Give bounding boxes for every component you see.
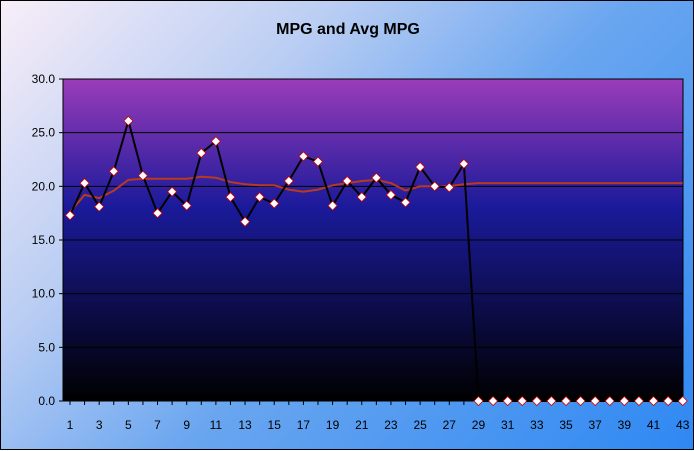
data-point xyxy=(342,175,353,187)
data-point xyxy=(356,192,367,203)
x-tick-label: 35 xyxy=(559,418,573,432)
data-point xyxy=(269,198,280,209)
y-tick-label: 10.0 xyxy=(32,287,56,301)
x-tick-label: 31 xyxy=(501,418,515,432)
data-point xyxy=(444,182,455,193)
data-point xyxy=(152,208,163,219)
x-tick-label: 15 xyxy=(268,418,282,432)
x-tick-label: 3 xyxy=(96,418,103,432)
y-tick-label: 0.0 xyxy=(38,394,55,408)
x-tick-label: 13 xyxy=(238,418,252,432)
data-point xyxy=(677,395,688,407)
x-tick-label: 1 xyxy=(67,418,74,432)
x-tick-label: 39 xyxy=(618,418,632,432)
data-point xyxy=(79,178,90,189)
data-point xyxy=(239,216,251,227)
data-point xyxy=(385,189,397,200)
data-point xyxy=(327,200,338,211)
data-point xyxy=(619,395,630,407)
x-tick-label: 33 xyxy=(530,418,544,432)
data-point xyxy=(400,197,411,208)
data-point xyxy=(298,151,309,162)
data-point xyxy=(429,181,440,192)
x-tick-label: 19 xyxy=(326,418,340,432)
data-point xyxy=(94,201,105,212)
data-point xyxy=(648,395,659,407)
data-point xyxy=(560,395,572,407)
y-tick-label: 30.0 xyxy=(32,72,56,86)
x-tick-label: 25 xyxy=(413,418,427,432)
x-tick-label: 11 xyxy=(210,418,223,432)
data-point xyxy=(604,395,615,407)
x-tick-label: 5 xyxy=(125,418,132,432)
y-axis-ticks: 0.0 5.0 10.0 15.0 20.0 25.0 30.0 xyxy=(32,72,63,408)
data-point xyxy=(167,186,178,197)
x-tick-label: 21 xyxy=(355,418,369,432)
x-tick-label: 7 xyxy=(154,418,161,432)
data-point xyxy=(663,395,674,407)
y-tick-label: 15.0 xyxy=(32,233,56,247)
x-tick-label: 43 xyxy=(676,418,690,432)
gridlines xyxy=(63,132,683,348)
data-point xyxy=(210,136,221,147)
data-point xyxy=(312,156,324,167)
data-point xyxy=(123,115,134,126)
data-point xyxy=(531,395,542,407)
data-point xyxy=(473,395,484,407)
data-point xyxy=(458,158,469,169)
data-point xyxy=(137,170,149,181)
data-point xyxy=(254,192,265,203)
data-point xyxy=(575,395,586,407)
data-point xyxy=(590,395,601,407)
data-point xyxy=(517,395,528,407)
x-tick-label: 41 xyxy=(647,418,661,432)
x-tick-label: 37 xyxy=(588,418,602,432)
data-point xyxy=(225,192,236,203)
data-point xyxy=(64,210,76,221)
x-tick-label: 29 xyxy=(472,418,486,432)
data-point xyxy=(108,166,119,177)
data-point xyxy=(181,200,192,211)
data-point xyxy=(633,395,645,407)
y-tick-label: 25.0 xyxy=(32,126,56,140)
x-tick-label: 27 xyxy=(443,418,457,432)
x-tick-label: 23 xyxy=(384,418,398,432)
markers xyxy=(64,115,688,407)
data-point xyxy=(415,161,426,173)
x-tick-label: 17 xyxy=(297,418,311,432)
data-point xyxy=(196,147,207,159)
x-axis-ticks: 1 3 5 7 9 11 13 15 17 19 21 23 25 27 29 31 33 35 37 39 41 43 xyxy=(67,401,690,432)
y-tick-label: 5.0 xyxy=(38,340,55,354)
data-point xyxy=(502,395,513,407)
data-point xyxy=(546,395,557,407)
data-point xyxy=(371,172,382,183)
x-tick-label: 9 xyxy=(183,418,190,432)
y-tick-label: 20.0 xyxy=(32,179,56,193)
data-point xyxy=(283,175,294,187)
chart-title: MPG and Avg MPG xyxy=(276,21,420,38)
data-point xyxy=(487,395,499,407)
